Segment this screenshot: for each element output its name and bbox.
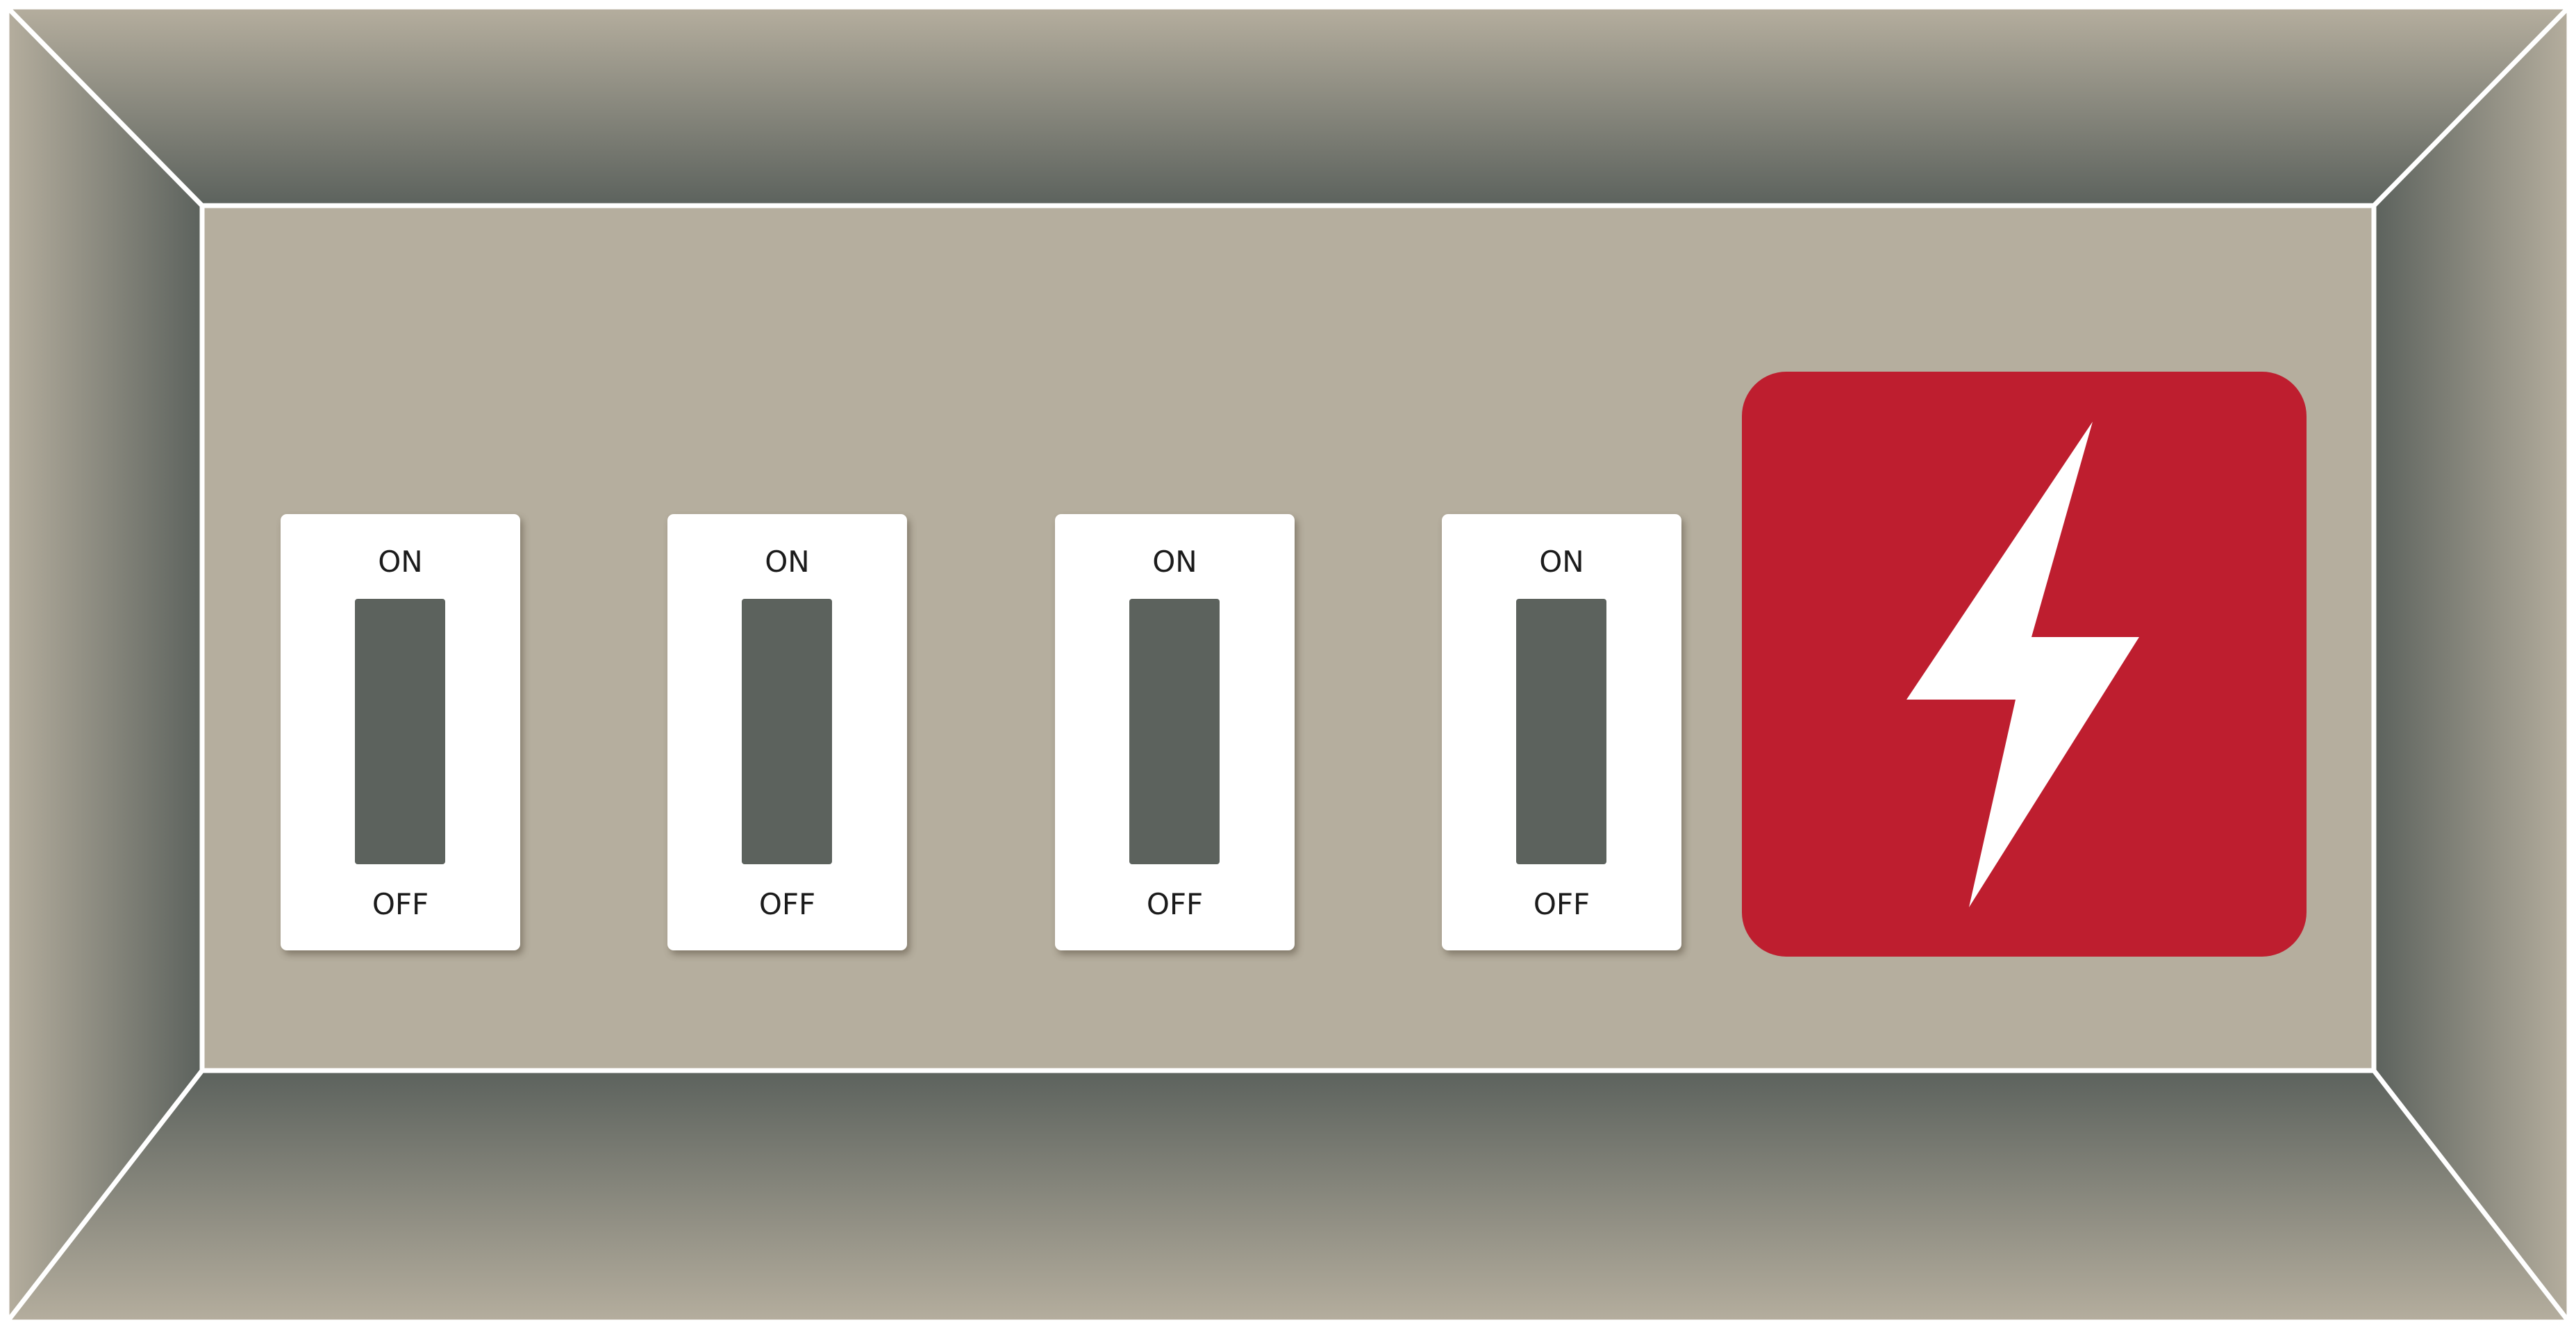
bevel-bottom	[7, 1071, 2569, 1322]
switch-4[interactable]: ON OFF	[1442, 514, 1681, 950]
bevel-right	[2374, 7, 2569, 1322]
bevel-left	[7, 7, 202, 1322]
lightning-bolt-icon	[1742, 372, 2307, 957]
power-button[interactable]	[1742, 372, 2307, 957]
toggle-lever[interactable]	[1516, 599, 1606, 864]
switch-off-label: OFF	[372, 887, 429, 921]
switch-1[interactable]: ON OFF	[281, 514, 520, 950]
toggle-lever[interactable]	[355, 599, 445, 864]
switch-3[interactable]: ON OFF	[1055, 514, 1295, 950]
toggle-lever[interactable]	[1129, 599, 1220, 864]
switch-2[interactable]: ON OFF	[667, 514, 907, 950]
switch-off-label: OFF	[758, 887, 816, 921]
switch-on-label: ON	[765, 545, 810, 579]
toggle-lever[interactable]	[742, 599, 832, 864]
switch-on-label: ON	[1539, 545, 1584, 579]
switch-on-label: ON	[378, 545, 423, 579]
bevel-top	[7, 7, 2569, 206]
switch-off-label: OFF	[1146, 887, 1204, 921]
switch-off-label: OFF	[1533, 887, 1590, 921]
switch-on-label: ON	[1152, 545, 1197, 579]
